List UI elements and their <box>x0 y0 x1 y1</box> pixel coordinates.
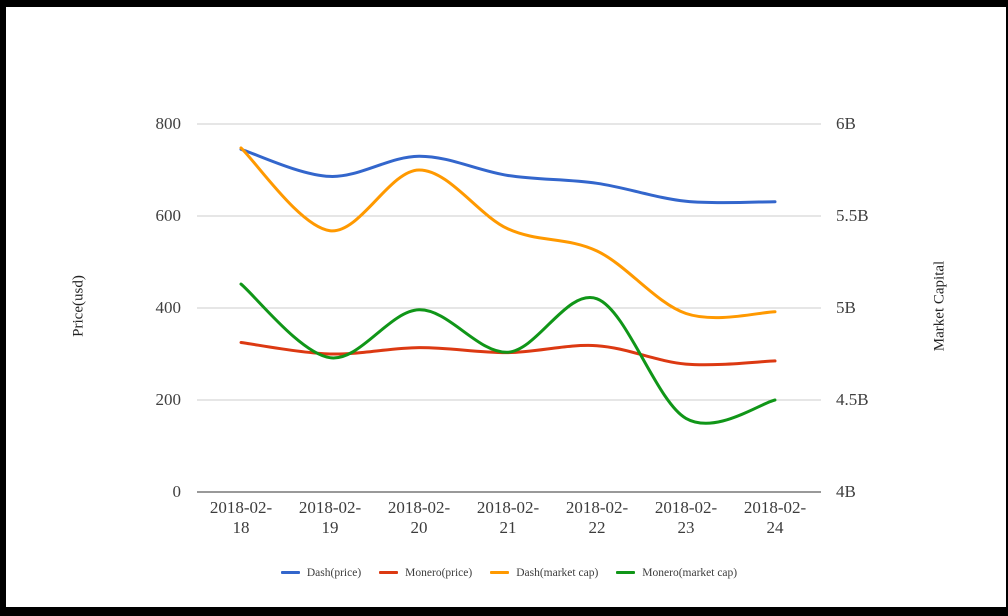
x-tick-label: 2018-02- 24 <box>743 498 807 537</box>
x-tick-label: 2018-02- 21 <box>476 498 540 537</box>
legend-label: Monero(market cap) <box>642 566 738 579</box>
legend-label: Dash(market cap) <box>516 566 599 579</box>
legend-swatch-icon <box>379 571 399 574</box>
x-tick-label: 2018-02- 19 <box>298 498 362 537</box>
legend-item: Monero(market cap) <box>616 567 737 579</box>
x-tick-label: 2018-02- 22 <box>565 498 629 537</box>
legend-label: Monero(price) <box>405 566 473 579</box>
left-tick-label: 0 <box>172 482 182 501</box>
legend-item: Dash(market cap) <box>490 567 598 579</box>
legend-swatch-icon <box>280 571 300 574</box>
chart-canvas: 0 200 400 600 800 4B 4.5B 5B 5.5B 6B 2018-02- 18 2… <box>6 7 1006 607</box>
legend-swatch-icon <box>490 571 510 574</box>
right-tick-label: 5.5B <box>836 206 869 225</box>
x-tick-label: 2018-02- 20 <box>387 498 451 537</box>
right-tick-label: 6B <box>836 114 856 133</box>
series-line-monero-market-cap[interactable] <box>239 282 777 425</box>
legend-swatch-icon <box>616 571 636 574</box>
left-axis-title: Price(usd) <box>70 275 87 337</box>
right-tick-label: 4.5B <box>836 390 869 409</box>
left-tick-label: 200 <box>155 390 182 409</box>
legend-item: Dash(price) <box>280 566 362 579</box>
series-line-dash-market-cap[interactable] <box>239 146 777 320</box>
x-tick-label: 2018-02- 18 <box>209 498 273 537</box>
right-axis-title: Market Capital <box>931 260 948 352</box>
left-tick-label: 600 <box>155 206 182 225</box>
right-tick-label: 5B <box>836 298 856 317</box>
legend-item: Monero(price) <box>379 567 472 579</box>
left-tick-label: 400 <box>155 298 182 317</box>
legend-label: Dash(price) <box>306 566 362 579</box>
right-tick-label: 4B <box>836 482 856 501</box>
legend: Dash(price) Monero(price) Dash(market cap)… <box>197 563 821 582</box>
left-tick-label: 800 <box>155 114 182 133</box>
x-tick-label: 2018-02- 23 <box>654 498 718 537</box>
series-line-dash-price[interactable] <box>239 147 777 205</box>
